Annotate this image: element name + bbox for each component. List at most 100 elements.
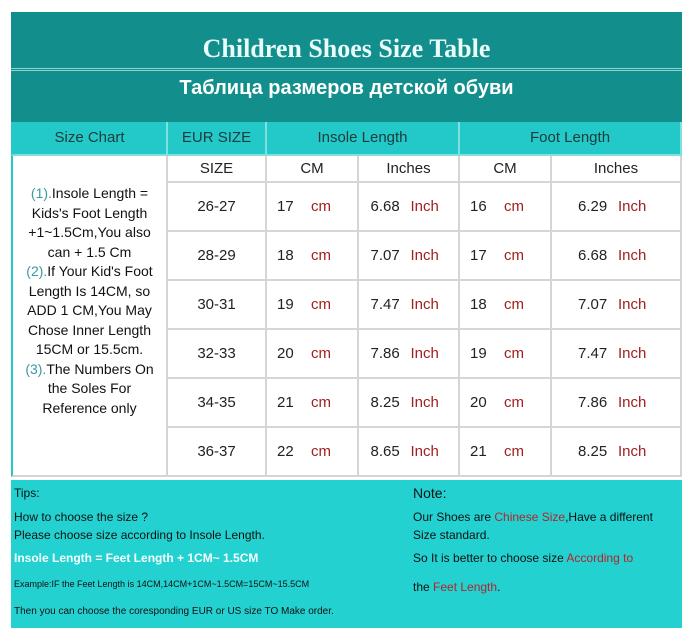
tips-column: Tips: How to choose the size ? Please ch…	[14, 480, 409, 618]
insole-inch-value: 8.25	[370, 393, 400, 411]
tips-label: Tips:	[14, 486, 40, 500]
note-column: Note: Our Shoes are Chinese Size,Have a …	[413, 480, 679, 595]
eur-size-cell: 30-31	[168, 281, 267, 330]
note-2: (2).If Your Kid's Foot Length Is 14CM, s…	[26, 263, 153, 357]
insole-inch-value: 7.47	[370, 295, 400, 313]
insole-cm-cell: 19 cm	[267, 281, 359, 330]
unit-inch: Inch	[410, 442, 439, 460]
foot-inch-value: 8.25	[578, 442, 608, 460]
unit-cm: cm	[311, 295, 331, 313]
insole-cm-value: 17	[277, 197, 294, 215]
unit-inch: Inch	[618, 442, 647, 460]
insole-cm-cell: 17 cm	[267, 183, 359, 232]
eur-size: 30-31	[197, 295, 236, 313]
foot-cm-cell: 18 cm	[460, 281, 552, 330]
unit-inch: Inch	[410, 344, 439, 362]
foot-inch-cell: 7.47 Inch	[552, 330, 682, 379]
foot-inch-cell: 7.07 Inch	[552, 281, 682, 330]
eur-size-cell: 26-27	[168, 183, 267, 232]
note-3: (3).The Numbers On the Soles For Referen…	[25, 360, 154, 416]
insole-inch-cell: 7.07 Inch	[359, 232, 460, 281]
insole-inch-value: 7.07	[370, 246, 400, 264]
note-1: (1).Insole Length = Kids's Foot Length +…	[28, 185, 151, 260]
foot-cm-value: 16	[470, 197, 487, 215]
header-eur-size: EUR SIZE	[168, 122, 267, 156]
note-line-4: the Feet Length.	[413, 580, 501, 594]
insole-inch-cell: 7.47 Inch	[359, 281, 460, 330]
unit-cm: cm	[311, 344, 331, 362]
foot-inch-cell: 6.68 Inch	[552, 232, 682, 281]
foot-cm-cell: 21 cm	[460, 428, 552, 477]
unit-cm: cm	[504, 442, 524, 460]
eur-size: 36-37	[197, 442, 236, 460]
title-band: Children Shoes Size Table Таблица размер…	[11, 12, 682, 122]
eur-size: 26-27	[197, 197, 236, 215]
subheader-size: SIZE	[168, 156, 267, 183]
foot-cm-cell: 20 cm	[460, 379, 552, 428]
header-size-chart: Size Chart	[11, 122, 168, 156]
eur-size-cell: 28-29	[168, 232, 267, 281]
unit-cm: cm	[504, 295, 524, 313]
tips-formula: Insole Length = Feet Length + 1CM~ 1.5CM	[14, 551, 259, 565]
unit-inch: Inch	[618, 344, 647, 362]
unit-cm: cm	[311, 442, 331, 460]
foot-cm-value: 20	[470, 393, 487, 411]
unit-inch: Inch	[618, 393, 647, 411]
page-subtitle: Таблица размеров детской обуви	[179, 77, 514, 99]
insole-cm-cell: 22 cm	[267, 428, 359, 477]
unit-inch: Inch	[618, 246, 647, 264]
foot-inch-value: 7.86	[578, 393, 608, 411]
insole-inch-cell: 8.25 Inch	[359, 379, 460, 428]
unit-cm: cm	[504, 246, 524, 264]
insole-cm-value: 20	[277, 344, 294, 362]
unit-cm: cm	[311, 246, 331, 264]
header-foot-length: Foot Length	[460, 122, 682, 156]
insole-cm-value: 18	[277, 246, 294, 264]
eur-size-cell: 34-35	[168, 379, 267, 428]
foot-inch-cell: 8.25 Inch	[552, 428, 682, 477]
title-divider	[11, 68, 682, 71]
unit-cm: cm	[504, 197, 524, 215]
insole-inch-cell: 6.68 Inch	[359, 183, 460, 232]
eur-size: 32-33	[197, 344, 236, 362]
subheader-insole-inches: Inches	[359, 156, 460, 183]
subheader-foot-inches: Inches	[552, 156, 682, 183]
foot-cm-cell: 19 cm	[460, 330, 552, 379]
tips-then: Then you can choose the coresponding EUR…	[14, 606, 334, 617]
tips-example: Example:IF the Feet Length is 14CM,14CM+…	[14, 579, 310, 589]
foot-inch-cell: 6.29 Inch	[552, 183, 682, 232]
note-line-2: Size standard.	[413, 528, 490, 542]
insole-cm-cell: 21 cm	[267, 379, 359, 428]
unit-cm: cm	[504, 393, 524, 411]
insole-inch-cell: 8.65 Inch	[359, 428, 460, 477]
eur-size-cell: 32-33	[168, 330, 267, 379]
unit-cm: cm	[311, 197, 331, 215]
unit-inch: Inch	[410, 393, 439, 411]
unit-inch: Inch	[618, 295, 647, 313]
foot-inch-value: 6.68	[578, 246, 608, 264]
page-title: Children Shoes Size Table	[202, 34, 491, 63]
tips-panel: Tips: How to choose the size ? Please ch…	[11, 480, 682, 628]
tips-question: How to choose the size ?	[14, 510, 149, 524]
size-table: Size Chart EUR SIZE Insole Length Foot L…	[11, 122, 682, 477]
size-table-card: Children Shoes Size Table Таблица размер…	[11, 12, 682, 477]
foot-inch-value: 6.29	[578, 197, 608, 215]
foot-inch-value: 7.47	[578, 344, 608, 362]
eur-size: 34-35	[197, 393, 236, 411]
foot-inch-value: 7.07	[578, 295, 608, 313]
insole-cm-value: 22	[277, 442, 294, 460]
header-insole-length: Insole Length	[267, 122, 460, 156]
unit-inch: Inch	[410, 246, 439, 264]
foot-cm-value: 18	[470, 295, 487, 313]
foot-inch-cell: 7.86 Inch	[552, 379, 682, 428]
unit-cm: cm	[311, 393, 331, 411]
unit-cm: cm	[504, 344, 524, 362]
note-line-1: Our Shoes are Chinese Size,Have a differ…	[413, 510, 653, 524]
insole-cm-value: 19	[277, 295, 294, 313]
foot-cm-value: 17	[470, 246, 487, 264]
unit-inch: Inch	[618, 197, 647, 215]
insole-inch-value: 6.68	[370, 197, 400, 215]
subheader-foot-cm: CM	[460, 156, 552, 183]
foot-cm-value: 21	[470, 442, 487, 460]
insole-cm-value: 21	[277, 393, 294, 411]
